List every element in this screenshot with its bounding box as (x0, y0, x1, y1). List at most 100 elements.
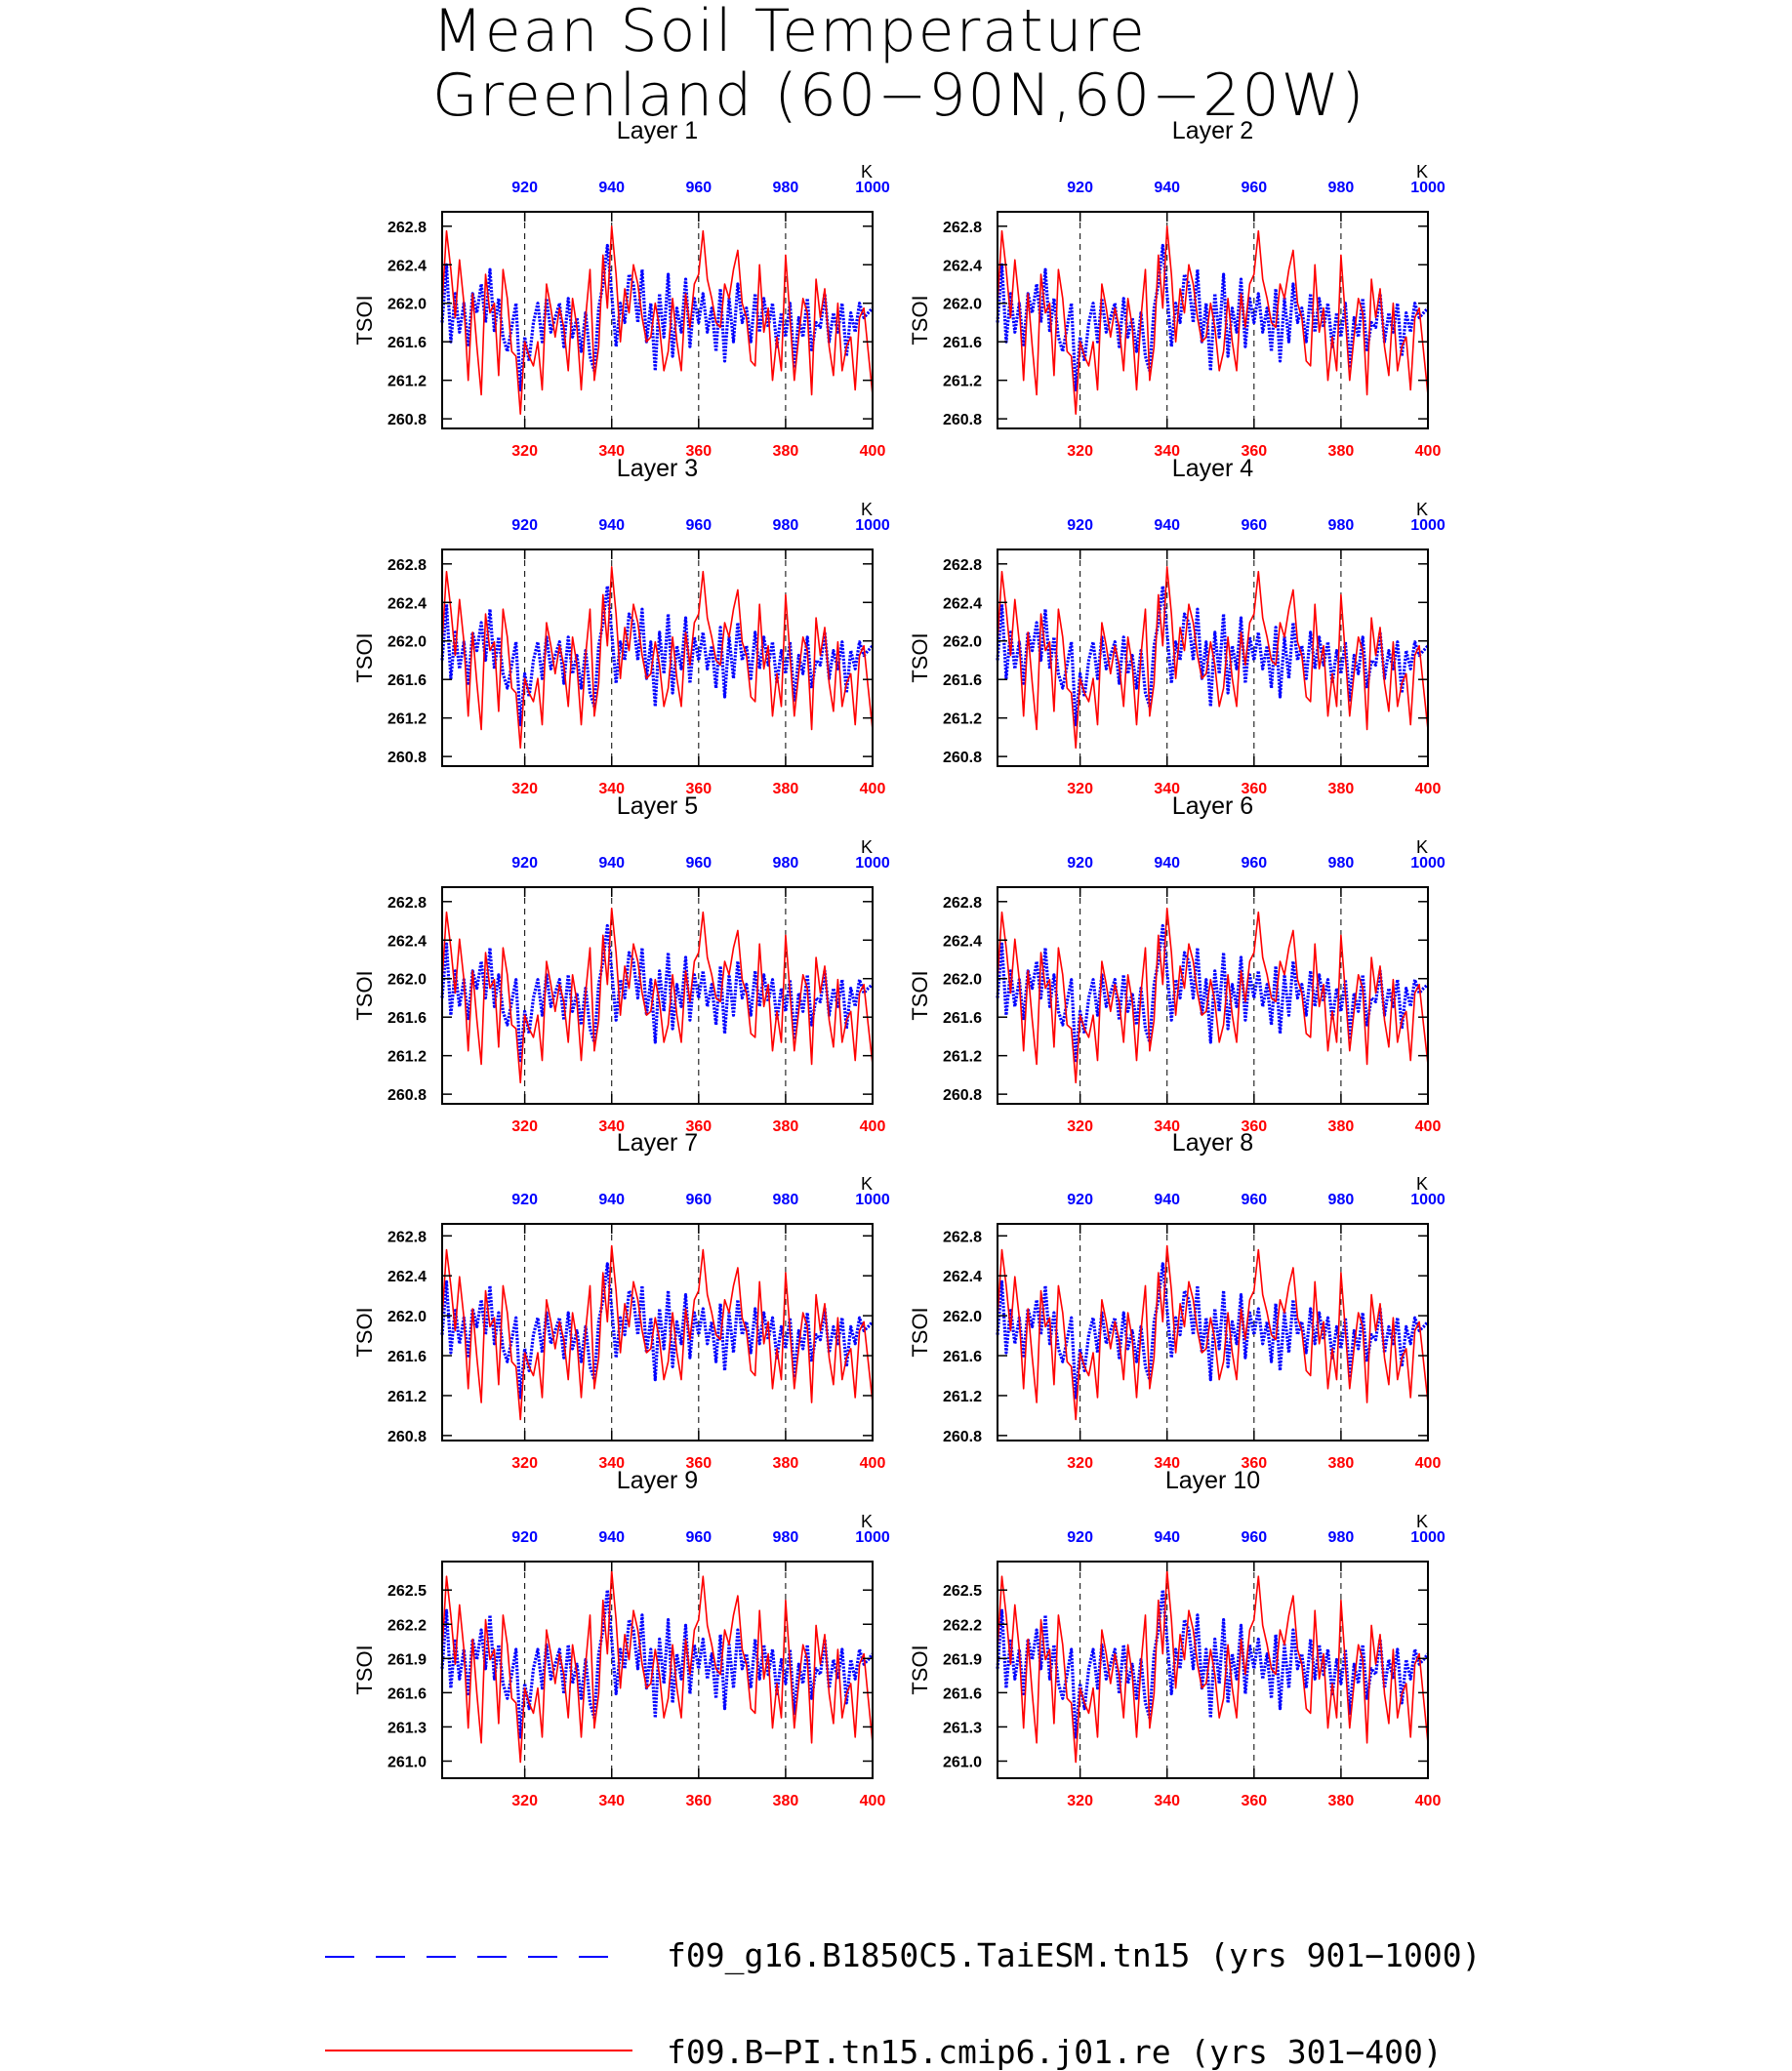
x-top-tick-label: 940 (1154, 517, 1180, 534)
y-tick-label: 262.2 (387, 1617, 427, 1634)
y-tick-label: 260.8 (387, 1429, 427, 1445)
x-bottom-tick-label: 360 (1241, 1793, 1267, 1809)
x-bottom-tick-label: 340 (1154, 1118, 1180, 1135)
x-top-tick-label: 980 (1328, 517, 1355, 534)
x-top-tick-label: 920 (1067, 180, 1093, 196)
x-bottom-tick-label: 320 (511, 1118, 538, 1135)
x-bottom-tick-label: 360 (1241, 1118, 1267, 1135)
series-line-blue (440, 584, 875, 727)
x-top-tick-label: 960 (685, 180, 712, 196)
top-axis-unit-label: K (861, 500, 873, 519)
y-tick-label: 261.6 (943, 1685, 982, 1702)
y-tick-label: 261.2 (943, 1389, 982, 1405)
x-top-tick-label: 920 (511, 517, 538, 534)
y-tick-label: 261.6 (943, 335, 982, 351)
x-bottom-tick-label: 340 (598, 1455, 625, 1472)
y-tick-label: 261.6 (943, 1010, 982, 1027)
plot-frame (997, 1223, 1429, 1442)
x-bottom-tick-label: 400 (860, 1793, 886, 1809)
x-bottom-tick-label: 360 (685, 1455, 712, 1472)
panel-title: Layer 9 (617, 1467, 698, 1494)
y-tick-label: 262.5 (943, 1583, 982, 1600)
y-axis-label: TSOI (908, 1645, 932, 1694)
y-tick-label: 260.8 (943, 1429, 982, 1445)
y-axis-label: TSOI (352, 1645, 377, 1694)
series-line-blue (996, 243, 1430, 392)
y-tick-label: 261.6 (943, 1349, 982, 1365)
series-line-red (441, 225, 874, 416)
top-axis-unit-label: K (861, 162, 873, 182)
x-top-tick-label: 940 (598, 180, 625, 196)
x-top-tick-label: 940 (1154, 1529, 1180, 1546)
x-bottom-tick-label: 380 (773, 443, 799, 460)
panel-2: Layer 2 TSOI 260.8 261.2 261.6 262.0 262.4 262.… (908, 117, 1446, 460)
y-axis-label: TSOI (908, 632, 932, 682)
x-bottom-tick-label: 340 (1154, 1793, 1180, 1809)
top-axis-unit-label: K (861, 837, 873, 857)
x-bottom-tick-label: 380 (773, 1793, 799, 1809)
y-tick-label: 261.2 (943, 1049, 982, 1066)
x-bottom-tick-label: 380 (1328, 443, 1355, 460)
plot-frame (997, 211, 1429, 429)
top-axis-unit-label: K (1416, 500, 1428, 519)
y-axis-label: TSOI (908, 970, 932, 1020)
x-top-tick-label: 960 (685, 1192, 712, 1208)
panel-grid: Layer 1 TSOI 260.8 261.2 261.6 262.0 262.4 262.… (352, 117, 1446, 1809)
panel-title: Layer 6 (1172, 792, 1253, 820)
x-bottom-tick-label: 380 (1328, 781, 1355, 797)
x-bottom-tick-label: 320 (1067, 1455, 1093, 1472)
x-bottom-tick-label: 340 (598, 443, 625, 460)
series-line-red (997, 225, 1429, 416)
x-top-tick-label: 920 (511, 1529, 538, 1546)
y-tick-label: 260.8 (387, 412, 427, 428)
x-top-tick-label: 980 (773, 517, 799, 534)
x-bottom-tick-label: 340 (598, 1118, 625, 1135)
x-bottom-tick-label: 340 (1154, 781, 1180, 797)
x-bottom-tick-label: 400 (1415, 1793, 1442, 1809)
y-tick-label: 262.8 (943, 557, 982, 574)
series-line-blue (440, 1588, 875, 1739)
y-tick-label: 262.4 (943, 933, 982, 950)
y-tick-label: 262.0 (387, 634, 427, 651)
y-tick-label: 262.8 (943, 895, 982, 912)
x-top-tick-label: 980 (1328, 180, 1355, 196)
x-top-tick-label: 940 (1154, 1192, 1180, 1208)
y-tick-label: 261.0 (943, 1754, 982, 1770)
y-tick-label: 261.2 (387, 711, 427, 728)
plot-frame (441, 1223, 874, 1442)
y-tick-label: 262.0 (943, 297, 982, 313)
series-line-red (441, 565, 874, 750)
panel-title: Layer 5 (617, 792, 698, 820)
y-tick-label: 262.4 (943, 595, 982, 612)
y-tick-label: 261.2 (387, 1389, 427, 1405)
y-tick-label: 261.2 (943, 711, 982, 728)
y-tick-label: 262.4 (387, 595, 427, 612)
x-top-tick-label: 960 (1241, 855, 1267, 872)
y-tick-label: 261.3 (387, 1720, 427, 1736)
panel-4: Layer 4 TSOI 260.8 261.2 261.6 262.0 262.4 262.… (908, 455, 1446, 797)
legend: f09_g16.B1850C5.TaiESM.tn15 (yrs 901−100… (325, 1936, 1481, 2071)
top-axis-unit-label: K (861, 1512, 873, 1531)
x-top-tick-label: 1000 (1410, 855, 1446, 872)
x-bottom-tick-label: 320 (1067, 1793, 1093, 1809)
x-top-tick-label: 1000 (855, 517, 890, 534)
x-top-tick-label: 920 (1067, 517, 1093, 534)
y-tick-label: 261.6 (387, 1685, 427, 1702)
y-tick-label: 262.0 (943, 634, 982, 651)
x-top-tick-label: 920 (511, 1192, 538, 1208)
x-top-tick-label: 960 (1241, 1192, 1267, 1208)
plot-frame (997, 548, 1429, 767)
y-tick-label: 262.0 (387, 972, 427, 989)
x-bottom-tick-label: 360 (685, 443, 712, 460)
series-line-blue (440, 1262, 875, 1400)
y-tick-label: 260.8 (943, 1087, 982, 1104)
x-bottom-tick-label: 380 (1328, 1793, 1355, 1809)
series-line-blue (996, 1262, 1430, 1400)
y-axis-label: TSOI (352, 295, 377, 345)
y-tick-label: 262.8 (943, 1229, 982, 1245)
x-top-tick-label: 1000 (855, 1192, 890, 1208)
x-top-tick-label: 920 (1067, 1192, 1093, 1208)
panel-10: Layer 10 TSOI 261.0 261.3 261.6 261.9 262.2 262… (908, 1467, 1446, 1809)
y-tick-label: 261.6 (387, 335, 427, 351)
series-line-red (997, 565, 1429, 750)
